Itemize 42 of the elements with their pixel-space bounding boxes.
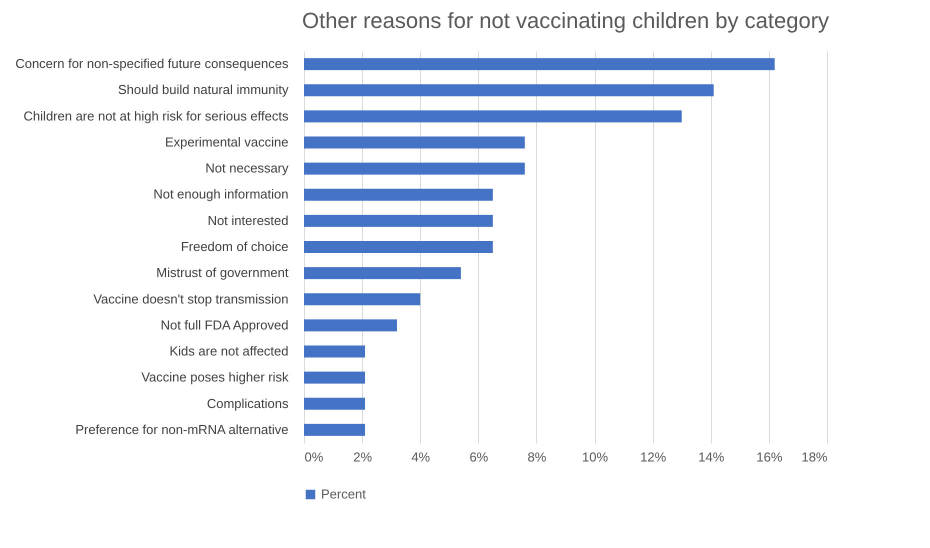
y-tick-label: Not enough information — [153, 186, 288, 202]
y-tick-label: Not necessary — [205, 160, 289, 176]
bar — [304, 424, 366, 436]
bar — [304, 319, 397, 332]
x-tick-label: 10% — [582, 450, 608, 464]
bar — [304, 214, 493, 227]
bar — [304, 58, 775, 70]
bar — [304, 110, 682, 122]
x-tick-label: 18% — [801, 450, 828, 464]
legend-label: Percent — [321, 486, 366, 502]
bar — [304, 398, 366, 410]
y-tick-label: Complications — [206, 396, 289, 411]
x-tick-label: 16% — [756, 450, 783, 464]
bar — [304, 372, 366, 384]
x-tick-label: 14% — [698, 450, 725, 464]
y-tick-label: Freedom of choice — [180, 239, 288, 254]
bar — [304, 84, 714, 96]
y-tick-label: Kids are not affected — [169, 344, 288, 359]
y-tick-label: Experimental vaccine — [164, 134, 288, 150]
y-tick-label: Vaccine poses higher risk — [141, 370, 289, 385]
bar — [304, 346, 366, 358]
x-tick-label: 0% — [304, 450, 324, 464]
y-tick-label: Preference for non-mRNA alternative — [75, 422, 288, 437]
y-tick-label: Not full FDA Approved — [160, 317, 288, 332]
y-tick-label: Mistrust of government — [156, 265, 289, 280]
y-tick-label: Should build natural immunity — [118, 82, 289, 98]
x-tick-label: 6% — [469, 450, 489, 464]
bar — [304, 293, 420, 306]
bar — [304, 241, 493, 253]
x-tick-label: 8% — [528, 450, 547, 464]
y-tick-label: Concern for non-specified future consequences — [15, 56, 289, 72]
x-tick-label: 12% — [640, 450, 667, 464]
y-tick-label: Vaccine doesn't stop transmission — [93, 291, 288, 306]
y-tick-label: Children are not at high risk for serious effects — [24, 108, 289, 124]
chart-title: Other reasons for not vaccinating children by category — [302, 8, 830, 33]
bar — [304, 162, 525, 175]
bar — [304, 136, 525, 148]
x-tick-label: 2% — [353, 450, 372, 464]
x-tick-label: 4% — [411, 450, 431, 464]
y-tick-label: Not interested — [208, 212, 288, 228]
bar — [304, 188, 493, 201]
bar — [304, 267, 461, 280]
